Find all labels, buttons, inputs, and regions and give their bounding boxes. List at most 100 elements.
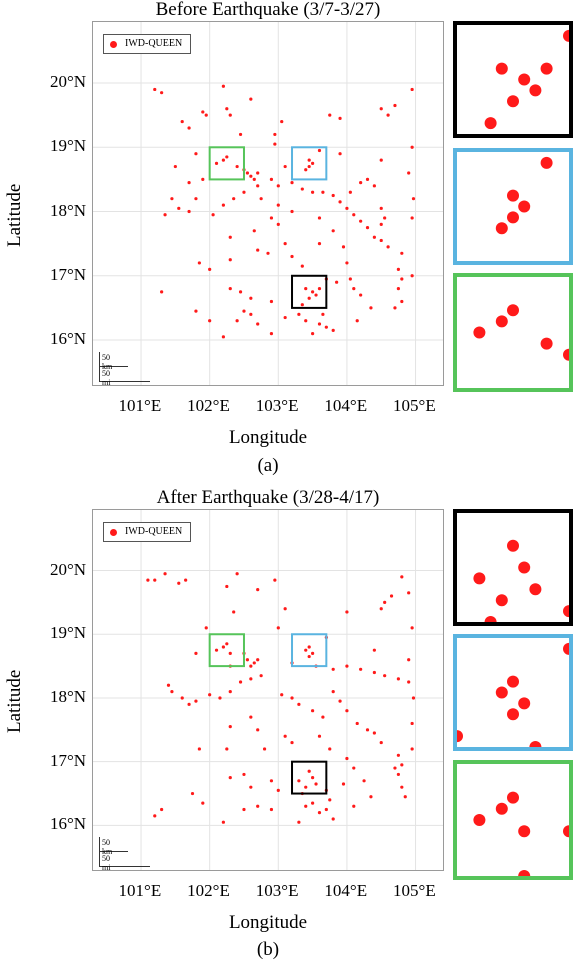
data-point xyxy=(249,715,253,719)
data-point xyxy=(221,84,225,88)
data-point xyxy=(256,171,260,175)
data-point xyxy=(297,702,301,706)
data-point xyxy=(211,213,215,217)
data-point xyxy=(311,290,315,294)
inset-data-point xyxy=(563,348,569,361)
data-point xyxy=(372,184,376,188)
panel-caption: (a) xyxy=(257,455,279,476)
data-point xyxy=(331,328,335,332)
data-point xyxy=(348,277,352,281)
data-point xyxy=(276,626,280,630)
data-point xyxy=(372,670,376,675)
data-point xyxy=(214,648,219,652)
data-point xyxy=(225,107,229,111)
data-point xyxy=(341,245,346,249)
zoom-box-blue xyxy=(291,146,328,181)
data-point xyxy=(184,578,188,582)
data-point xyxy=(208,693,212,697)
zoom-box-blue xyxy=(291,633,328,668)
zoom-box-black xyxy=(291,760,328,795)
data-point xyxy=(321,715,325,719)
data-point xyxy=(228,776,232,780)
data-point xyxy=(359,293,363,297)
y-tick-label: 20°N xyxy=(50,559,87,579)
data-point xyxy=(352,213,356,217)
inset-blue xyxy=(453,634,573,751)
data-point xyxy=(410,747,414,751)
data-point xyxy=(400,785,404,789)
inset-data-point xyxy=(507,708,519,721)
data-point xyxy=(221,335,225,339)
inset-data-point xyxy=(563,605,569,618)
legend-label: IWD-QUEEN xyxy=(125,38,183,49)
data-point xyxy=(228,725,232,729)
y-axis-label: Latitude xyxy=(4,183,25,247)
map-title: After Earthquake (3/28-4/17) xyxy=(156,487,380,508)
data-point xyxy=(372,648,376,652)
data-point xyxy=(204,626,208,630)
zoom-box-black xyxy=(291,274,328,309)
data-point xyxy=(338,699,342,703)
data-point xyxy=(352,287,356,291)
inset-data-point xyxy=(495,222,508,235)
data-point xyxy=(304,648,308,652)
data-point xyxy=(228,287,232,291)
data-point xyxy=(276,222,280,226)
data-point xyxy=(259,197,263,201)
inset-data-point xyxy=(529,84,542,97)
data-point xyxy=(290,209,294,214)
data-point xyxy=(345,664,349,668)
data-point xyxy=(232,197,236,201)
data-point xyxy=(197,747,201,751)
data-point xyxy=(225,155,229,159)
data-point xyxy=(153,814,157,818)
data-point xyxy=(228,235,232,239)
data-point xyxy=(269,299,274,304)
data-point xyxy=(256,184,260,188)
data-point xyxy=(304,785,308,789)
x-tick-label: 102°E xyxy=(187,396,230,415)
data-point xyxy=(235,319,239,323)
data-point xyxy=(331,229,335,233)
inset-black xyxy=(453,21,573,138)
data-point xyxy=(300,303,304,307)
data-point xyxy=(232,610,236,614)
x-tick-label: 103°E xyxy=(255,881,299,900)
data-point xyxy=(163,572,167,576)
data-point xyxy=(311,801,315,805)
legend-marker xyxy=(110,528,117,536)
data-point xyxy=(311,161,315,165)
data-point xyxy=(249,296,253,300)
data-point xyxy=(228,689,232,694)
data-point xyxy=(369,306,373,310)
data-point xyxy=(304,319,308,323)
map-canvas xyxy=(93,510,443,870)
data-point xyxy=(345,709,349,713)
data-point xyxy=(331,689,335,694)
data-point xyxy=(317,287,322,291)
legend-label: IWD-QUEEN xyxy=(125,526,183,537)
data-point xyxy=(411,696,416,700)
inset-data-point xyxy=(507,539,519,552)
data-point xyxy=(242,807,246,812)
inset-data-point xyxy=(518,825,531,838)
inset-canvas xyxy=(484,29,569,130)
data-point xyxy=(321,190,325,194)
data-point xyxy=(177,206,181,210)
data-point xyxy=(331,667,335,671)
data-point xyxy=(256,658,260,662)
data-point xyxy=(221,158,225,162)
data-point xyxy=(355,319,359,323)
data-point xyxy=(410,87,414,92)
data-point xyxy=(331,817,335,821)
inset-blue xyxy=(453,148,573,265)
data-point xyxy=(396,267,400,271)
data-point xyxy=(218,696,222,700)
inset-data-point xyxy=(518,697,531,710)
data-point xyxy=(317,734,322,738)
data-point xyxy=(228,258,232,262)
data-point xyxy=(355,721,359,726)
data-point xyxy=(300,187,304,191)
data-point xyxy=(403,795,407,799)
inset-black xyxy=(453,509,573,626)
